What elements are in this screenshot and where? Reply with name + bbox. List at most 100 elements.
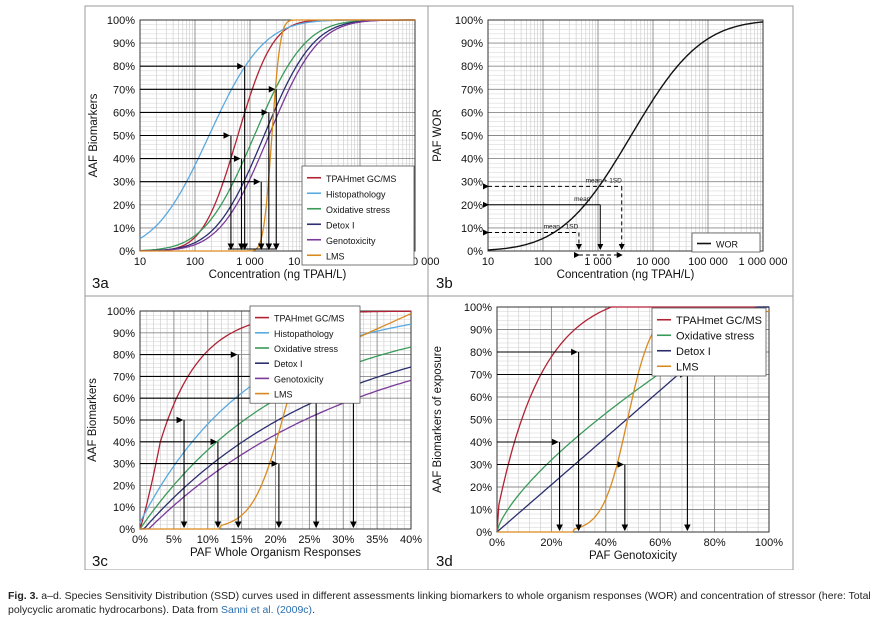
caption-reference-link[interactable]: Sanni et al. (2009c) (221, 604, 313, 616)
x-axis-label: PAF Whole Organism Responses (190, 547, 361, 559)
y-tick-label: 30% (470, 460, 492, 472)
legend-entry: TPAHmet GC/MS (676, 315, 762, 327)
x-tick-label: 20% (264, 534, 286, 546)
x-tick-label: 60% (649, 537, 671, 549)
sd-annotation: mean (574, 196, 591, 203)
legend-entry: Oxidative stress (676, 330, 755, 342)
y-tick-label: 90% (470, 325, 492, 337)
x-tick-label: 100 (534, 256, 552, 268)
legend-entry: TPAHmet GC/MS (326, 174, 396, 184)
x-tick-label: 10% (197, 534, 219, 546)
x-tick-label: 15% (231, 534, 253, 546)
chart-panel-3b: 10 100 1 000 10 000 100 000 1 000 000 0% 10% 20%… (432, 15, 787, 292)
y-tick-label: 40% (461, 154, 483, 166)
figure: 10 100 1 000 10 000 100 000 1 000 000 0% 10% 20%… (84, 5, 794, 570)
y-tick-label: 30% (113, 459, 135, 471)
y-tick-label: 80% (113, 61, 135, 73)
legend-box (249, 305, 361, 404)
x-axis-label: Concentration (ng TPAH/L) (209, 269, 347, 281)
chart-panel-3c: 0% 5% 10% 15% 20% 25% 30% 35% 40% 0% 10% 20% 30% 40% 5… (87, 305, 422, 570)
y-tick-label: 50% (470, 415, 492, 427)
y-tick-label: 50% (461, 131, 483, 143)
caption-end: . (312, 604, 315, 616)
y-tick-label: 10% (461, 223, 483, 235)
y-tick-label: 100% (455, 15, 483, 27)
legend-box (301, 165, 415, 266)
y-tick-label: 30% (461, 177, 483, 189)
x-tick-label: 35% (366, 534, 388, 546)
y-tick-label: 0% (119, 524, 135, 536)
legend: TPAHmet GC/MS Histopathology Oxidative str… (301, 165, 415, 266)
y-tick-label: 70% (470, 370, 492, 382)
y-tick-label: 20% (113, 480, 135, 492)
y-tick-label: 50% (113, 131, 135, 143)
caption-label: Fig. 3. (8, 590, 39, 602)
y-tick-label: 60% (461, 107, 483, 119)
panel-label: 3b (436, 275, 453, 292)
legend: TPAHmet GC/MS Histopathology Oxidative str… (249, 305, 361, 404)
panel-label: 3a (92, 275, 109, 292)
legend-box (691, 232, 761, 253)
y-tick-label: 100% (107, 15, 135, 27)
x-tick-label: 25% (298, 534, 320, 546)
panel-label: 3d (436, 553, 453, 570)
x-tick-label: 100% (755, 537, 783, 549)
series-line (140, 379, 412, 530)
legend-entry: Histopathology (274, 329, 334, 339)
y-tick-label: 70% (113, 371, 135, 383)
x-tick-label: 1 000 (236, 256, 264, 268)
series-line (496, 306, 769, 533)
y-tick-label: 100% (464, 302, 492, 314)
grid (487, 19, 764, 252)
y-tick-label: 100% (107, 306, 135, 318)
legend-entry: LMS (274, 390, 293, 400)
series-line (488, 21, 764, 251)
y-tick-label: 40% (113, 437, 135, 449)
y-tick-label: 10% (113, 502, 135, 514)
series-line (140, 19, 415, 252)
y-axis-label: AAF Biomarkers (88, 93, 100, 177)
legend-entry: TPAHmet GC/MS (274, 314, 344, 324)
y-tick-label: 80% (461, 61, 483, 73)
sd-annotation: mean - 1SD (544, 224, 579, 231)
figure-caption: Fig. 3. a–d. Species Sensitivity Distrib… (8, 589, 872, 617)
y-tick-label: 20% (113, 200, 135, 212)
x-tick-label: 100 000 (688, 256, 728, 268)
x-tick-label: 100 (186, 256, 204, 268)
y-axis-label: PAF WOR (432, 109, 444, 162)
y-tick-label: 80% (470, 347, 492, 359)
legend-entry: LMS (326, 251, 345, 261)
x-tick-label: 30% (332, 534, 354, 546)
series-line (140, 313, 412, 530)
y-tick-label: 0% (467, 246, 483, 258)
legend: WOR (691, 232, 761, 253)
x-tick-label: 10 (482, 256, 494, 268)
panel-label: 3c (92, 553, 108, 570)
y-tick-label: 20% (461, 200, 483, 212)
x-tick-label: 80% (704, 537, 726, 549)
legend-entry: LMS (676, 361, 699, 373)
y-axis-label: AAF Biomarkers (87, 378, 99, 462)
y-axis-label: AAF Biomarkers of exposure (432, 346, 444, 493)
y-tick-label: 40% (113, 154, 135, 166)
series-line (140, 19, 415, 252)
legend: TPAHmet GC/MS Oxidative stress Detox I LMS (651, 307, 767, 377)
y-tick-label: 60% (113, 393, 135, 405)
x-tick-label: 10 (134, 256, 146, 268)
y-tick-label: 70% (113, 84, 135, 96)
x-tick-label: 20% (540, 537, 562, 549)
sd-annotation: mean + 1SD (586, 177, 623, 184)
legend-entry: Histopathology (326, 189, 386, 199)
x-tick-label: 40% (400, 534, 422, 546)
legend-entry: Detox I (326, 220, 355, 230)
y-tick-label: 90% (113, 38, 135, 50)
y-tick-label: 90% (461, 38, 483, 50)
plot-frame (487, 19, 764, 252)
x-tick-label: 40% (595, 537, 617, 549)
x-tick-label: 5% (166, 534, 182, 546)
legend-entry: WOR (716, 240, 738, 250)
y-tick-label: 80% (113, 350, 135, 362)
legend-entry: Detox I (274, 359, 303, 369)
y-tick-label: 60% (113, 107, 135, 119)
series-line (140, 366, 412, 530)
